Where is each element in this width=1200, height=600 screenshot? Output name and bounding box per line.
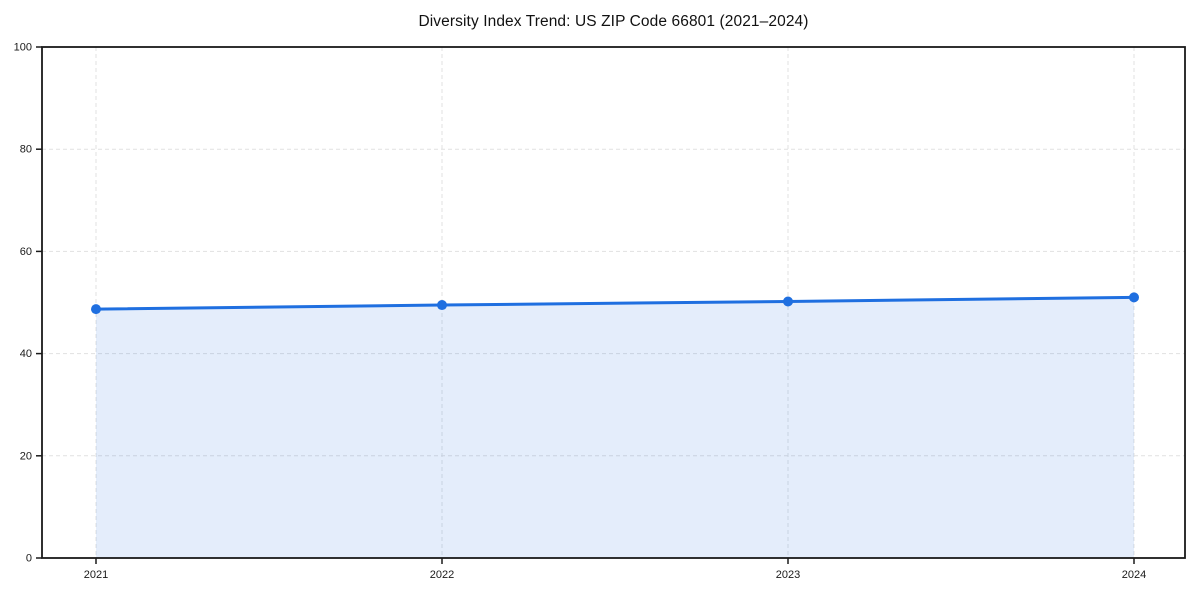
trend-area <box>96 297 1134 558</box>
x-tick-label: 2024 <box>1122 569 1146 581</box>
y-tick-label: 60 <box>20 246 32 258</box>
data-point-2023 <box>783 296 793 307</box>
x-tick-label: 2023 <box>776 569 800 581</box>
y-tick-label: 100 <box>14 41 32 53</box>
y-tick-label: 20 <box>20 450 32 462</box>
x-tick-label: 2022 <box>430 569 454 581</box>
y-tick-label: 80 <box>20 144 32 156</box>
trend-line <box>94 295 1136 311</box>
data-point-2022 <box>437 300 447 311</box>
y-tick-label: 40 <box>20 348 32 360</box>
x-tick-label: 2021 <box>84 569 108 581</box>
y-tick-label: 0 <box>26 552 32 564</box>
chart-title: Diversity Index Trend: US ZIP Code 66801… <box>418 13 809 30</box>
axes-box <box>41 46 1186 559</box>
data-point-2024 <box>1129 292 1139 303</box>
data-point-2021 <box>91 304 101 315</box>
